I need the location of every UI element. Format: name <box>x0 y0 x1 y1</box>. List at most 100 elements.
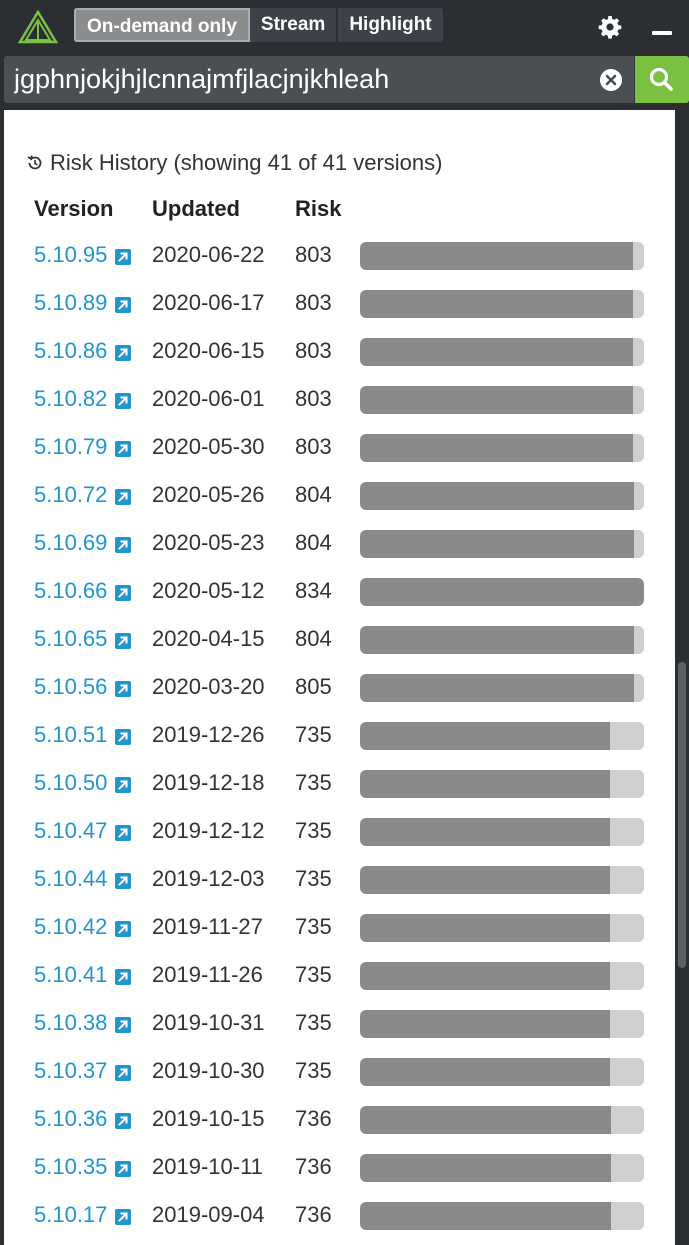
external-link-icon[interactable] <box>115 1209 131 1225</box>
external-link-icon[interactable] <box>115 1161 131 1177</box>
risk-bar <box>360 1202 644 1230</box>
external-link-icon[interactable] <box>115 585 131 601</box>
table-row: 5.10.17 2019-09-04 736 <box>4 1192 675 1240</box>
risk-bar-fill <box>360 242 634 270</box>
external-link-icon[interactable] <box>115 249 131 265</box>
risk-score: 735 <box>295 1010 332 1035</box>
version-link[interactable]: 5.10.51 <box>34 722 108 747</box>
version-link[interactable]: 5.10.44 <box>34 866 108 891</box>
search-button[interactable] <box>635 56 689 103</box>
external-link-icon[interactable] <box>115 681 131 697</box>
external-link-icon[interactable] <box>115 537 131 553</box>
minimize-icon[interactable] <box>652 31 672 35</box>
external-link-icon[interactable] <box>115 1017 131 1033</box>
search-icon <box>649 67 673 91</box>
table-row: 5.10.47 2019-12-12 735 <box>4 808 675 856</box>
search-input[interactable] <box>4 56 634 103</box>
column-header-risk: Risk <box>295 196 342 221</box>
updated-date: 2019-12-03 <box>152 866 265 891</box>
updated-date: 2020-06-15 <box>152 338 265 363</box>
risk-history-panel: Risk History (showing 41 of 41 versions)… <box>4 110 675 1245</box>
version-link[interactable]: 5.10.56 <box>34 674 108 699</box>
table-row: 5.10.36 2019-10-15 736 <box>4 1096 675 1144</box>
table-row: 5.10.79 2020-05-30 803 <box>4 424 675 472</box>
version-link[interactable]: 5.10.38 <box>34 1010 108 1035</box>
updated-date: 2020-06-22 <box>152 242 265 267</box>
version-link[interactable]: 5.10.79 <box>34 434 108 459</box>
table-row: 5.10.95 2020-06-22 803 <box>4 232 675 280</box>
version-link[interactable]: 5.10.50 <box>34 770 108 795</box>
gear-icon[interactable] <box>598 15 622 39</box>
external-link-icon[interactable] <box>115 825 131 841</box>
mode-highlight-button[interactable]: Highlight <box>338 8 443 42</box>
version-link[interactable]: 5.10.95 <box>34 242 108 267</box>
version-link[interactable]: 5.10.17 <box>34 1202 108 1227</box>
risk-bar <box>360 722 644 750</box>
risk-bar <box>360 962 644 990</box>
version-link[interactable]: 5.10.89 <box>34 290 108 315</box>
version-link[interactable]: 5.10.65 <box>34 626 108 651</box>
risk-score: 735 <box>295 962 332 987</box>
table-row: 5.10.51 2019-12-26 735 <box>4 712 675 760</box>
external-link-icon[interactable] <box>115 489 131 505</box>
risk-score: 803 <box>295 338 332 363</box>
risk-score: 735 <box>295 818 332 843</box>
risk-bar-fill <box>360 866 611 894</box>
external-link-icon[interactable] <box>115 921 131 937</box>
version-link[interactable]: 5.10.69 <box>34 530 108 555</box>
external-link-icon[interactable] <box>115 777 131 793</box>
updated-date: 2019-11-27 <box>152 914 263 939</box>
version-link[interactable]: 5.10.35 <box>34 1154 108 1179</box>
external-link-icon[interactable] <box>115 393 131 409</box>
external-link-icon[interactable] <box>115 297 131 313</box>
updated-date: 2019-12-26 <box>152 722 265 747</box>
risk-bar-fill <box>360 1010 611 1038</box>
risk-bar <box>360 818 644 846</box>
table-row: 5.10.41 2019-11-26 735 <box>4 952 675 1000</box>
version-link[interactable]: 5.10.42 <box>34 914 108 939</box>
risk-bar-fill <box>360 962 611 990</box>
risk-score: 803 <box>295 386 332 411</box>
updated-date: 2019-12-18 <box>152 770 265 795</box>
risk-bar-fill <box>360 530 634 558</box>
external-link-icon[interactable] <box>115 441 131 457</box>
external-link-icon[interactable] <box>115 969 131 985</box>
external-link-icon[interactable] <box>115 1113 131 1129</box>
table-row: 5.10.42 2019-11-27 735 <box>4 904 675 952</box>
risk-score: 736 <box>295 1202 332 1227</box>
risk-bar <box>360 1106 644 1134</box>
external-link-icon[interactable] <box>115 633 131 649</box>
scrollbar-thumb[interactable] <box>678 662 686 968</box>
external-link-icon[interactable] <box>115 729 131 745</box>
updated-date: 2019-11-26 <box>152 962 263 987</box>
top-toolbar: On-demand only Stream Highlight <box>0 0 689 54</box>
risk-bar <box>360 434 644 462</box>
updated-date: 2020-04-15 <box>152 626 265 651</box>
updated-date: 2020-03-20 <box>152 674 265 699</box>
table-row: 5.10.44 2019-12-03 735 <box>4 856 675 904</box>
version-link[interactable]: 5.10.82 <box>34 386 108 411</box>
updated-date: 2020-05-26 <box>152 482 265 507</box>
table-row: 5.10.50 2019-12-18 735 <box>4 760 675 808</box>
mode-on-demand-button[interactable]: On-demand only <box>74 8 250 42</box>
risk-bar <box>360 242 644 270</box>
version-link[interactable]: 5.10.41 <box>34 962 108 987</box>
risk-bar-fill <box>360 1154 611 1182</box>
external-link-icon[interactable] <box>115 345 131 361</box>
external-link-icon[interactable] <box>115 1065 131 1081</box>
risk-score: 805 <box>295 674 332 699</box>
risk-bar <box>360 530 644 558</box>
risk-score: 804 <box>295 482 332 507</box>
clear-icon[interactable] <box>600 69 622 91</box>
updated-date: 2019-10-31 <box>152 1010 265 1035</box>
updated-date: 2019-09-04 <box>152 1202 265 1227</box>
version-link[interactable]: 5.10.36 <box>34 1106 108 1131</box>
version-link[interactable]: 5.10.47 <box>34 818 108 843</box>
version-link[interactable]: 5.10.72 <box>34 482 108 507</box>
risk-bar-fill <box>360 914 611 942</box>
version-link[interactable]: 5.10.37 <box>34 1058 108 1083</box>
mode-stream-button[interactable]: Stream <box>249 8 339 42</box>
external-link-icon[interactable] <box>115 873 131 889</box>
version-link[interactable]: 5.10.86 <box>34 338 108 363</box>
version-link[interactable]: 5.10.66 <box>34 578 108 603</box>
